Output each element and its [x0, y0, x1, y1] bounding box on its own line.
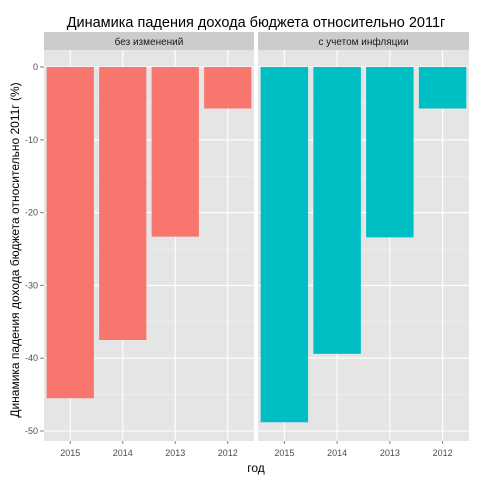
x-tick-label: 2014	[113, 448, 133, 458]
y-tick-label: -50	[25, 426, 38, 436]
facet-strip	[44, 32, 254, 50]
x-tick-label: 2014	[327, 448, 347, 458]
bar	[204, 67, 252, 109]
x-tick-label: 2012	[218, 448, 238, 458]
chart-title: Динамика падения дохода бюджета относите…	[67, 15, 446, 31]
y-tick-label: -40	[25, 353, 38, 363]
x-tick-label: 2015	[274, 448, 294, 458]
x-tick-label: 2015	[60, 448, 80, 458]
bar	[418, 67, 467, 109]
y-tick-label: -10	[25, 135, 38, 145]
bar	[260, 67, 309, 423]
y-axis-title: Динамика падения дохода бюджета относите…	[8, 82, 22, 417]
bar	[99, 67, 147, 340]
bar	[46, 67, 94, 399]
facet-panel: без изменений 2015 2014 2013 2012	[44, 32, 254, 458]
y-tick-label: -20	[25, 208, 38, 218]
x-axis-title: год	[247, 461, 265, 475]
bar	[366, 67, 414, 238]
x-tick-label: 2013	[380, 448, 400, 458]
bar	[151, 67, 199, 237]
bar	[313, 67, 361, 354]
y-tick-label: -30	[25, 280, 38, 290]
facet-strip	[258, 32, 469, 50]
facet-panel: с учетом инфляции 2015 2014 2013 2012	[258, 32, 469, 458]
y-axis: 0 -10 -20 -30 -40 -50	[25, 62, 44, 436]
facet-strip-label: без изменений	[115, 36, 184, 48]
y-tick-label: 0	[33, 62, 38, 72]
x-tick-label: 2013	[165, 448, 185, 458]
x-tick-label: 2012	[433, 448, 453, 458]
facet-strip-label: с учетом инфляции	[318, 36, 408, 48]
